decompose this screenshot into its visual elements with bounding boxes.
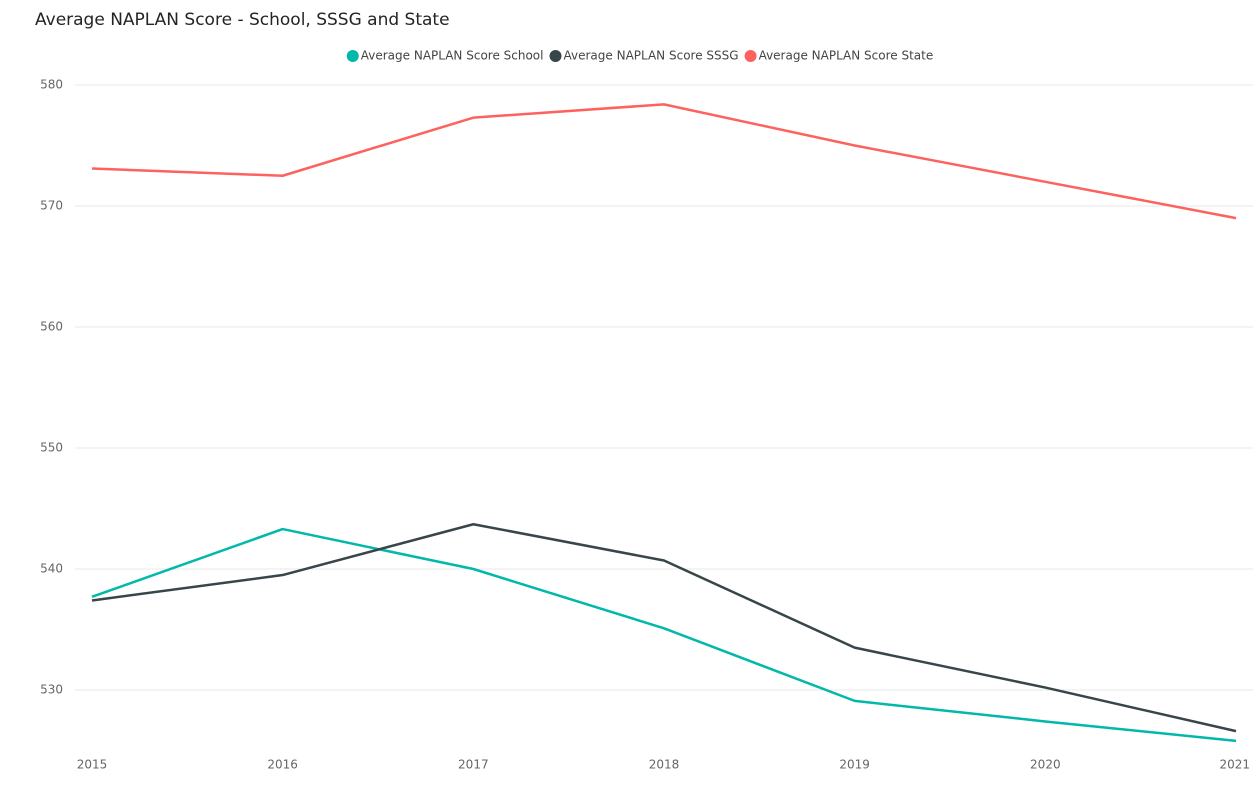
x-tick-label: 2017 [458, 758, 489, 772]
legend-marker [346, 50, 359, 62]
x-tick-label: 2019 [839, 758, 870, 772]
legend-label: Average NAPLAN Score School [361, 49, 544, 63]
x-tick-label: 2021 [1219, 758, 1250, 772]
x-tick-label: 2016 [267, 758, 298, 772]
legend-marker [744, 50, 757, 62]
line [91, 103, 1237, 220]
y-tick-label: 570 [40, 199, 63, 213]
legend-label: Average NAPLAN Score State [759, 49, 934, 63]
legend-label: Average NAPLAN Score SSSG [564, 49, 739, 63]
y-tick-label: 550 [40, 441, 63, 455]
chart-title: Average NAPLAN Score - School, SSSG and … [35, 10, 450, 30]
line [91, 522, 1237, 733]
x-tick-label: 2018 [649, 758, 680, 772]
line [91, 527, 1237, 743]
y-tick-label: 530 [40, 683, 63, 697]
legend-marker [549, 50, 562, 62]
y-tick-label: 540 [40, 562, 63, 576]
y-tick-label: 560 [40, 320, 63, 334]
x-tick-label: 2015 [77, 758, 108, 772]
y-tick-label: 580 [40, 78, 63, 92]
x-tick-label: 2020 [1030, 758, 1061, 772]
